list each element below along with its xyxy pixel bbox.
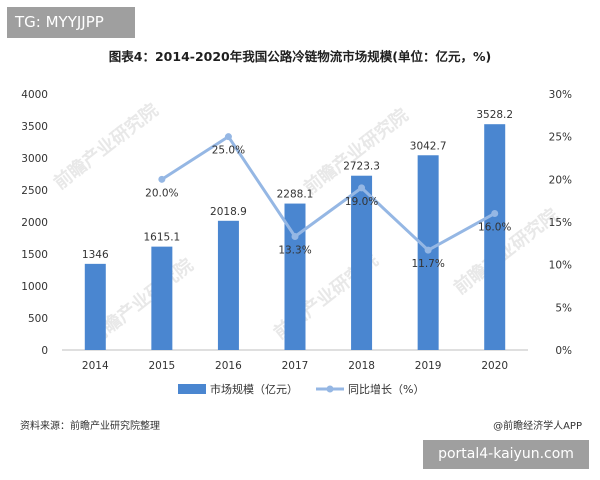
x-tick-label: 2016 [215, 360, 242, 372]
bar [484, 124, 506, 351]
x-tick-label: 2017 [282, 360, 309, 372]
x-tick-label: 2018 [348, 360, 375, 372]
watermark-logo: 前瞻产业研究院 [450, 204, 563, 299]
growth-value-label: 16.0% [478, 221, 511, 233]
x-tick-label: 2020 [481, 360, 508, 372]
growth-line-path [161, 135, 496, 252]
data-labels: 1346 1615.1 2018.9 2288.1 2723.3 3042.7 3528.2… [82, 109, 513, 270]
y-left-tick-label: 500 [28, 313, 48, 325]
growth-line-point [491, 209, 499, 217]
x-tick-label: 2019 [415, 360, 442, 372]
bar [84, 263, 106, 350]
bars [84, 124, 506, 351]
bar-value-label: 3528.2 [476, 109, 513, 121]
bar-value-label: 3042.7 [410, 140, 447, 152]
growth-value-label: 13.3% [278, 245, 311, 257]
credit-note: @前瞻经济学人APP [493, 421, 582, 432]
y-right-tick-label: 20% [549, 174, 572, 186]
bar [351, 175, 373, 350]
bar [151, 246, 173, 350]
chart-title: 图表4：2014-2020年我国公路冷链物流市场规模(单位：亿元，%) [109, 49, 491, 64]
y-left-tick-label: 4000 [21, 89, 48, 101]
y-left-tick-label: 3500 [21, 121, 48, 133]
growth-value-label: 25.0% [212, 145, 245, 157]
bar-value-label: 1615.1 [143, 232, 180, 244]
growth-line-point [291, 233, 299, 241]
growth-line-point [358, 184, 366, 192]
legend-bar-label: 市场规模（亿元） [210, 382, 298, 396]
growth-line-point [158, 175, 166, 183]
bar-value-label: 2723.3 [343, 161, 380, 173]
portal-tag: portal4-kaiyun.com [423, 440, 589, 469]
growth-value-label: 11.7% [411, 258, 444, 270]
legend-line-marker [326, 385, 334, 393]
y-right-tick-label: 0% [555, 345, 572, 357]
y-right-tick-label: 5% [555, 302, 572, 314]
y-left-tick-label: 1000 [21, 281, 48, 293]
growth-line-point [224, 133, 232, 141]
growth-line [158, 133, 499, 254]
y-right-tick-label: 15% [549, 217, 572, 229]
y-right-tick-label: 10% [549, 260, 572, 272]
y-left-tick-label: 1500 [21, 249, 48, 261]
x-tick-label: 2014 [82, 360, 109, 372]
growth-value-label: 20.0% [145, 187, 178, 199]
growth-value-label: 19.0% [345, 196, 378, 208]
bar-value-label: 2018.9 [210, 206, 247, 218]
y-left-tick-label: 3000 [21, 153, 48, 165]
y-left-tick-label: 2500 [21, 185, 48, 197]
bar [217, 220, 239, 350]
legend: 市场规模（亿元） 同比增长（%） [178, 382, 424, 396]
y-right-tick-label: 30% [549, 89, 572, 101]
legend-bar-swatch [178, 384, 206, 394]
source-note: 资料来源：前瞻产业研究院整理 [20, 421, 160, 432]
y-left-tick-label: 0 [41, 345, 48, 357]
bar-value-label: 1346 [82, 249, 109, 261]
axes: 0 500 1000 1500 2000 2500 3000 3500 4000 0% 5% 10% 1… [21, 89, 572, 372]
bar [284, 203, 306, 350]
x-tick-label: 2015 [148, 360, 175, 372]
bar-value-label: 2288.1 [277, 189, 314, 201]
watermark-logo: 前瞻产业研究院 [50, 99, 163, 194]
y-left-tick-label: 2000 [21, 217, 48, 229]
y-right-tick-label: 25% [549, 132, 572, 144]
growth-line-point [424, 246, 432, 254]
legend-line-label: 同比增长（%） [348, 382, 424, 396]
watermark-tag: TG: MYYJJPP [7, 7, 135, 38]
